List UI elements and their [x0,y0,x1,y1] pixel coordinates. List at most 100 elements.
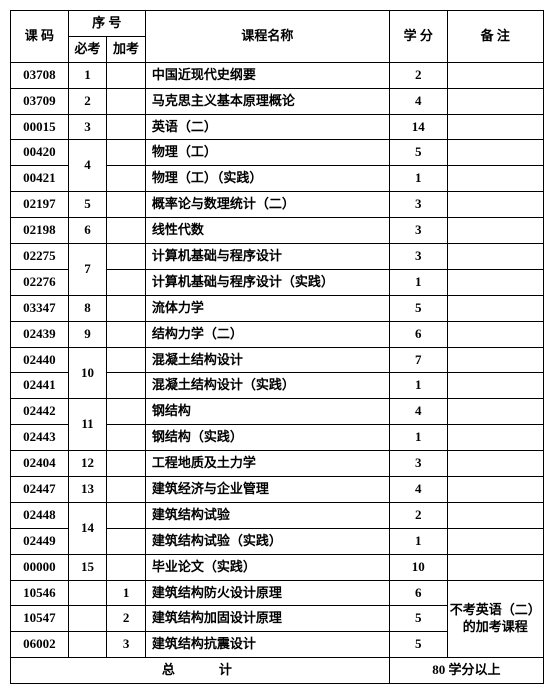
cell-remark [447,425,543,451]
cell-seq-required [68,580,107,606]
cell-credit: 4 [389,399,447,425]
cell-credit: 5 [389,632,447,658]
cell-remark [447,295,543,321]
cell-seq-required: 2 [68,88,107,114]
cell-course-name: 中国近现代史纲要 [145,62,389,88]
table-row: 0244814建筑结构试验2 [11,502,544,528]
cell-seq-required: 15 [68,554,107,580]
cell-seq-additional [107,244,146,270]
cell-code: 02443 [11,425,69,451]
cell-course-name: 计算机基础与程序设计 [145,244,389,270]
table-row: 021975概率论与数理统计（二）3 [11,192,544,218]
cell-seq-required: 8 [68,295,107,321]
cell-course-name: 毕业论文（实践） [145,554,389,580]
cell-code: 06002 [11,632,69,658]
table-row: 024399结构力学（二）6 [11,321,544,347]
cell-credit: 2 [389,62,447,88]
cell-seq-additional [107,451,146,477]
cell-course-name: 钢结构（实践） [145,425,389,451]
table-row: 0244211钢结构4 [11,399,544,425]
cell-seq-required: 10 [68,347,107,399]
cell-course-name: 物理（工）（实践） [145,166,389,192]
cell-code: 03709 [11,88,69,114]
header-name: 课程名称 [145,11,389,63]
cell-remark [447,218,543,244]
cell-remark [447,269,543,295]
cell-seq-additional [107,528,146,554]
cell-seq-additional [107,140,146,166]
cell-course-name: 建筑经济与企业管理 [145,477,389,503]
cell-seq-additional: 3 [107,632,146,658]
cell-course-name: 建筑结构试验 [145,502,389,528]
header-credit: 学 分 [389,11,447,63]
cell-credit: 2 [389,502,447,528]
table-row: 0240412工程地质及土力学3 [11,451,544,477]
cell-remark [447,166,543,192]
cell-seq-additional [107,295,146,321]
cell-seq-required: 14 [68,502,107,554]
cell-credit: 6 [389,321,447,347]
cell-credit: 3 [389,244,447,270]
cell-remark [447,347,543,373]
cell-course-name: 英语（二） [145,114,389,140]
cell-code: 03708 [11,62,69,88]
cell-seq-additional [107,62,146,88]
cell-credit: 1 [389,373,447,399]
cell-credit: 1 [389,425,447,451]
cell-course-name: 计算机基础与程序设计（实践） [145,269,389,295]
cell-seq-required: 9 [68,321,107,347]
cell-code: 02276 [11,269,69,295]
cell-seq-additional [107,218,146,244]
cell-remark [447,477,543,503]
cell-code: 02404 [11,451,69,477]
cell-remark [447,114,543,140]
cell-code: 10547 [11,606,69,632]
table-footer: 总 计 80 学分以上 [11,658,544,684]
cell-seq-additional [107,88,146,114]
cell-code: 02447 [11,477,69,503]
cell-code: 02439 [11,321,69,347]
cell-code: 00015 [11,114,69,140]
cell-seq-required: 6 [68,218,107,244]
cell-credit: 4 [389,477,447,503]
cell-course-name: 混凝土结构设计 [145,347,389,373]
cell-credit: 1 [389,528,447,554]
cell-code: 02198 [11,218,69,244]
cell-code: 00421 [11,166,69,192]
cell-seq-required [68,606,107,632]
cell-remark [447,192,543,218]
table-row: 000153英语（二）14 [11,114,544,140]
table-row: 033478流体力学5 [11,295,544,321]
cell-course-name: 建筑结构试验（实践） [145,528,389,554]
cell-seq-additional [107,399,146,425]
cell-code: 03347 [11,295,69,321]
cell-credit: 7 [389,347,447,373]
cell-remark [447,321,543,347]
table-row: 022757计算机基础与程序设计3 [11,244,544,270]
cell-seq-required: 7 [68,244,107,296]
cell-seq-required: 3 [68,114,107,140]
cell-credit: 5 [389,140,447,166]
cell-seq-additional: 1 [107,580,146,606]
table-body: 037081中国近现代史纲要2037092马克思主义基本原理概论4000153英… [11,62,544,657]
cell-course-name: 物理（工） [145,140,389,166]
table-row: 004204物理（工）5 [11,140,544,166]
cell-seq-additional [107,373,146,399]
cell-code: 00420 [11,140,69,166]
cell-code: 02440 [11,347,69,373]
cell-seq-required [68,632,107,658]
table-row: 037081 中国近现代史纲要2 [11,62,544,88]
table-row: 021986线性代数3 [11,218,544,244]
table-row: 105461建筑结构防火设计原理6不考英语（二）的加考课程 [11,580,544,606]
cell-seq-required: 4 [68,140,107,192]
header-seq-required: 必考 [68,36,107,62]
cell-course-name: 工程地质及土力学 [145,451,389,477]
cell-code: 00000 [11,554,69,580]
cell-remark [447,399,543,425]
cell-code: 02442 [11,399,69,425]
cell-remark: 不考英语（二）的加考课程 [447,580,543,658]
cell-credit: 6 [389,580,447,606]
cell-seq-required: 1 [68,62,107,88]
cell-seq-additional [107,321,146,347]
cell-code: 02449 [11,528,69,554]
